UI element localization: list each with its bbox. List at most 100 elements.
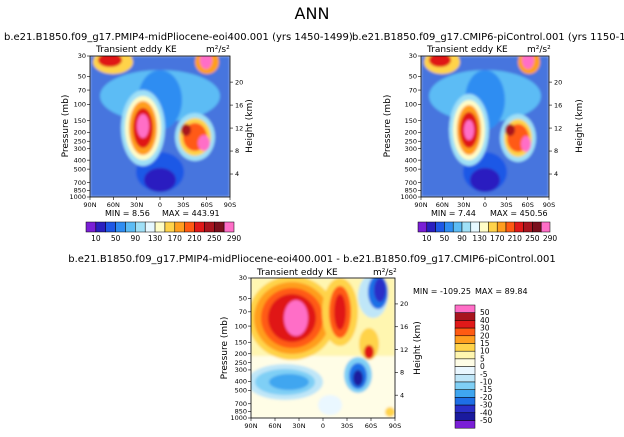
colorbar-swatch <box>454 381 476 390</box>
y-tick-label: 700 <box>405 179 417 187</box>
x-tick-label: 0 <box>483 201 487 209</box>
y-right-tick-label: 8 <box>235 147 239 155</box>
y-tick-label: 100 <box>74 101 86 109</box>
panel-1-subtitle: Transient eddy KE <box>95 45 177 55</box>
x-tick-label: 60S <box>200 201 212 209</box>
colorbar-swatch <box>505 221 516 233</box>
colorbar-label: 170 <box>168 234 183 243</box>
colorbar-swatch <box>435 221 445 233</box>
colorbar-swatch <box>426 221 436 233</box>
panel-1-y-ticks-right: 20 16 12 8 4 <box>230 78 243 178</box>
colorbar-swatch <box>454 397 476 406</box>
colorbar-swatch <box>115 221 126 233</box>
panel-3-field <box>251 278 395 418</box>
colorbar-label: -50 <box>480 416 492 425</box>
colorbar-label: 290 <box>543 234 558 243</box>
panel-1-ylabel-right: Height (km) <box>245 99 255 153</box>
y-right-tick-label: 4 <box>554 170 558 178</box>
y-tick-label: 200 <box>74 128 86 136</box>
y-tick-label: 50 <box>78 73 86 81</box>
colorbar-swatch <box>461 221 472 233</box>
y-tick-label: 150 <box>74 117 86 125</box>
colorbar-swatch <box>454 374 476 383</box>
colorbar-swatch <box>125 221 136 233</box>
y-tick-label: 70 <box>78 86 86 94</box>
colorbar-swatch <box>523 221 533 233</box>
colorbar-swatch <box>532 221 542 233</box>
colorbar-swatch <box>164 221 176 233</box>
panel-2-max: MAX = 450.56 <box>490 209 548 218</box>
y-right-tick-label: 8 <box>554 147 558 155</box>
panel-2-x-ticks: 90N 60N 30N 0 30S 60S 90S <box>414 197 555 209</box>
y-tick-label: 70 <box>239 308 247 316</box>
panel-3-subtitle: Transient eddy KE <box>256 268 338 278</box>
y-right-tick-label: 12 <box>554 124 562 132</box>
colorbar-swatch <box>223 221 235 233</box>
colorbar-label: 5 <box>480 354 485 363</box>
colorbar-swatch <box>454 404 476 414</box>
panel-1-min: MIN = 8.56 <box>105 209 150 218</box>
x-tick-label: 90N <box>83 201 96 209</box>
colorbar-swatch <box>454 389 476 398</box>
colorbar-swatch <box>174 221 185 233</box>
y-tick-label: 30 <box>239 274 247 282</box>
y-tick-label: 30 <box>78 52 86 60</box>
y-tick-label: 100 <box>405 101 417 109</box>
colorbar-swatch <box>85 221 97 233</box>
colorbar-swatch <box>452 221 463 233</box>
y-right-tick-label: 20 <box>235 78 243 86</box>
y-tick-label: 300 <box>74 145 86 153</box>
x-tick-label: 90S <box>543 201 555 209</box>
y-tick-label: 850 <box>74 187 86 195</box>
colorbar-label: -40 <box>480 408 492 417</box>
colorbar-label: -15 <box>480 385 492 394</box>
colorbar-label: 15 <box>480 339 490 348</box>
colorbar-swatch <box>454 335 476 344</box>
y-right-tick-label: 4 <box>400 391 404 399</box>
y-tick-label: 700 <box>235 400 247 408</box>
y-tick-label: 100 <box>235 322 247 330</box>
panel-1-x-ticks: 90N 60N 30N 0 30S 60S 90S <box>83 197 236 209</box>
colorbar-swatch <box>214 221 225 233</box>
colorbar-label: 90 <box>131 234 141 243</box>
figure-title: ANN <box>295 4 330 23</box>
colorbar-swatch <box>454 320 476 329</box>
colorbar-swatch <box>454 350 476 360</box>
colorbar-label: -5 <box>480 370 488 379</box>
panel-1-ylabel: Pressure (mb) <box>61 95 71 158</box>
y-right-tick-label: 16 <box>554 101 562 109</box>
colorbar-label: -30 <box>480 401 492 410</box>
y-tick-label: 850 <box>235 408 247 416</box>
y-right-tick-label: 8 <box>400 369 404 377</box>
y-tick-label: 850 <box>405 187 417 195</box>
colorbar-swatch <box>454 412 476 421</box>
panel-3-ylabel-right: Height (km) <box>413 321 423 375</box>
y-tick-label: 250 <box>405 137 417 145</box>
panel-3: b.e21.B1850.f09_g17.PMIP4-midPliocene-eo… <box>68 254 556 430</box>
panel-3-max: MAX = 89.84 <box>475 287 528 296</box>
y-tick-label: 400 <box>405 156 417 164</box>
colorbar-label: 290 <box>227 234 242 243</box>
panel-1-units: m²/s² <box>206 45 230 55</box>
y-right-tick-label: 16 <box>235 101 243 109</box>
colorbar-label: 50 <box>480 308 490 317</box>
x-tick-label: 90S <box>389 422 401 430</box>
colorbar-label: 40 <box>480 316 490 325</box>
x-tick-label: 60S <box>521 201 533 209</box>
colorbar-label: 0 <box>480 362 485 371</box>
colorbar-swatch <box>454 343 476 352</box>
y-tick-label: 50 <box>239 295 247 303</box>
panel-2-ylabel-right: Height (km) <box>575 99 585 153</box>
colorbar-label: 10 <box>422 234 432 243</box>
panel-3-ylabel: Pressure (mb) <box>220 317 230 380</box>
colorbar-2: 10 50 90 130 170 210 250 290 <box>417 221 558 243</box>
colorbar-swatch <box>154 221 166 233</box>
panel-2-min: MIN = 7.44 <box>431 209 476 218</box>
panel-2: b.e21.B1850.f09_g17.CMIP6-piControl.001 … <box>352 32 624 218</box>
colorbar-label: -20 <box>480 393 492 402</box>
y-tick-label: 300 <box>235 366 247 374</box>
y-right-tick-label: 20 <box>554 78 562 86</box>
